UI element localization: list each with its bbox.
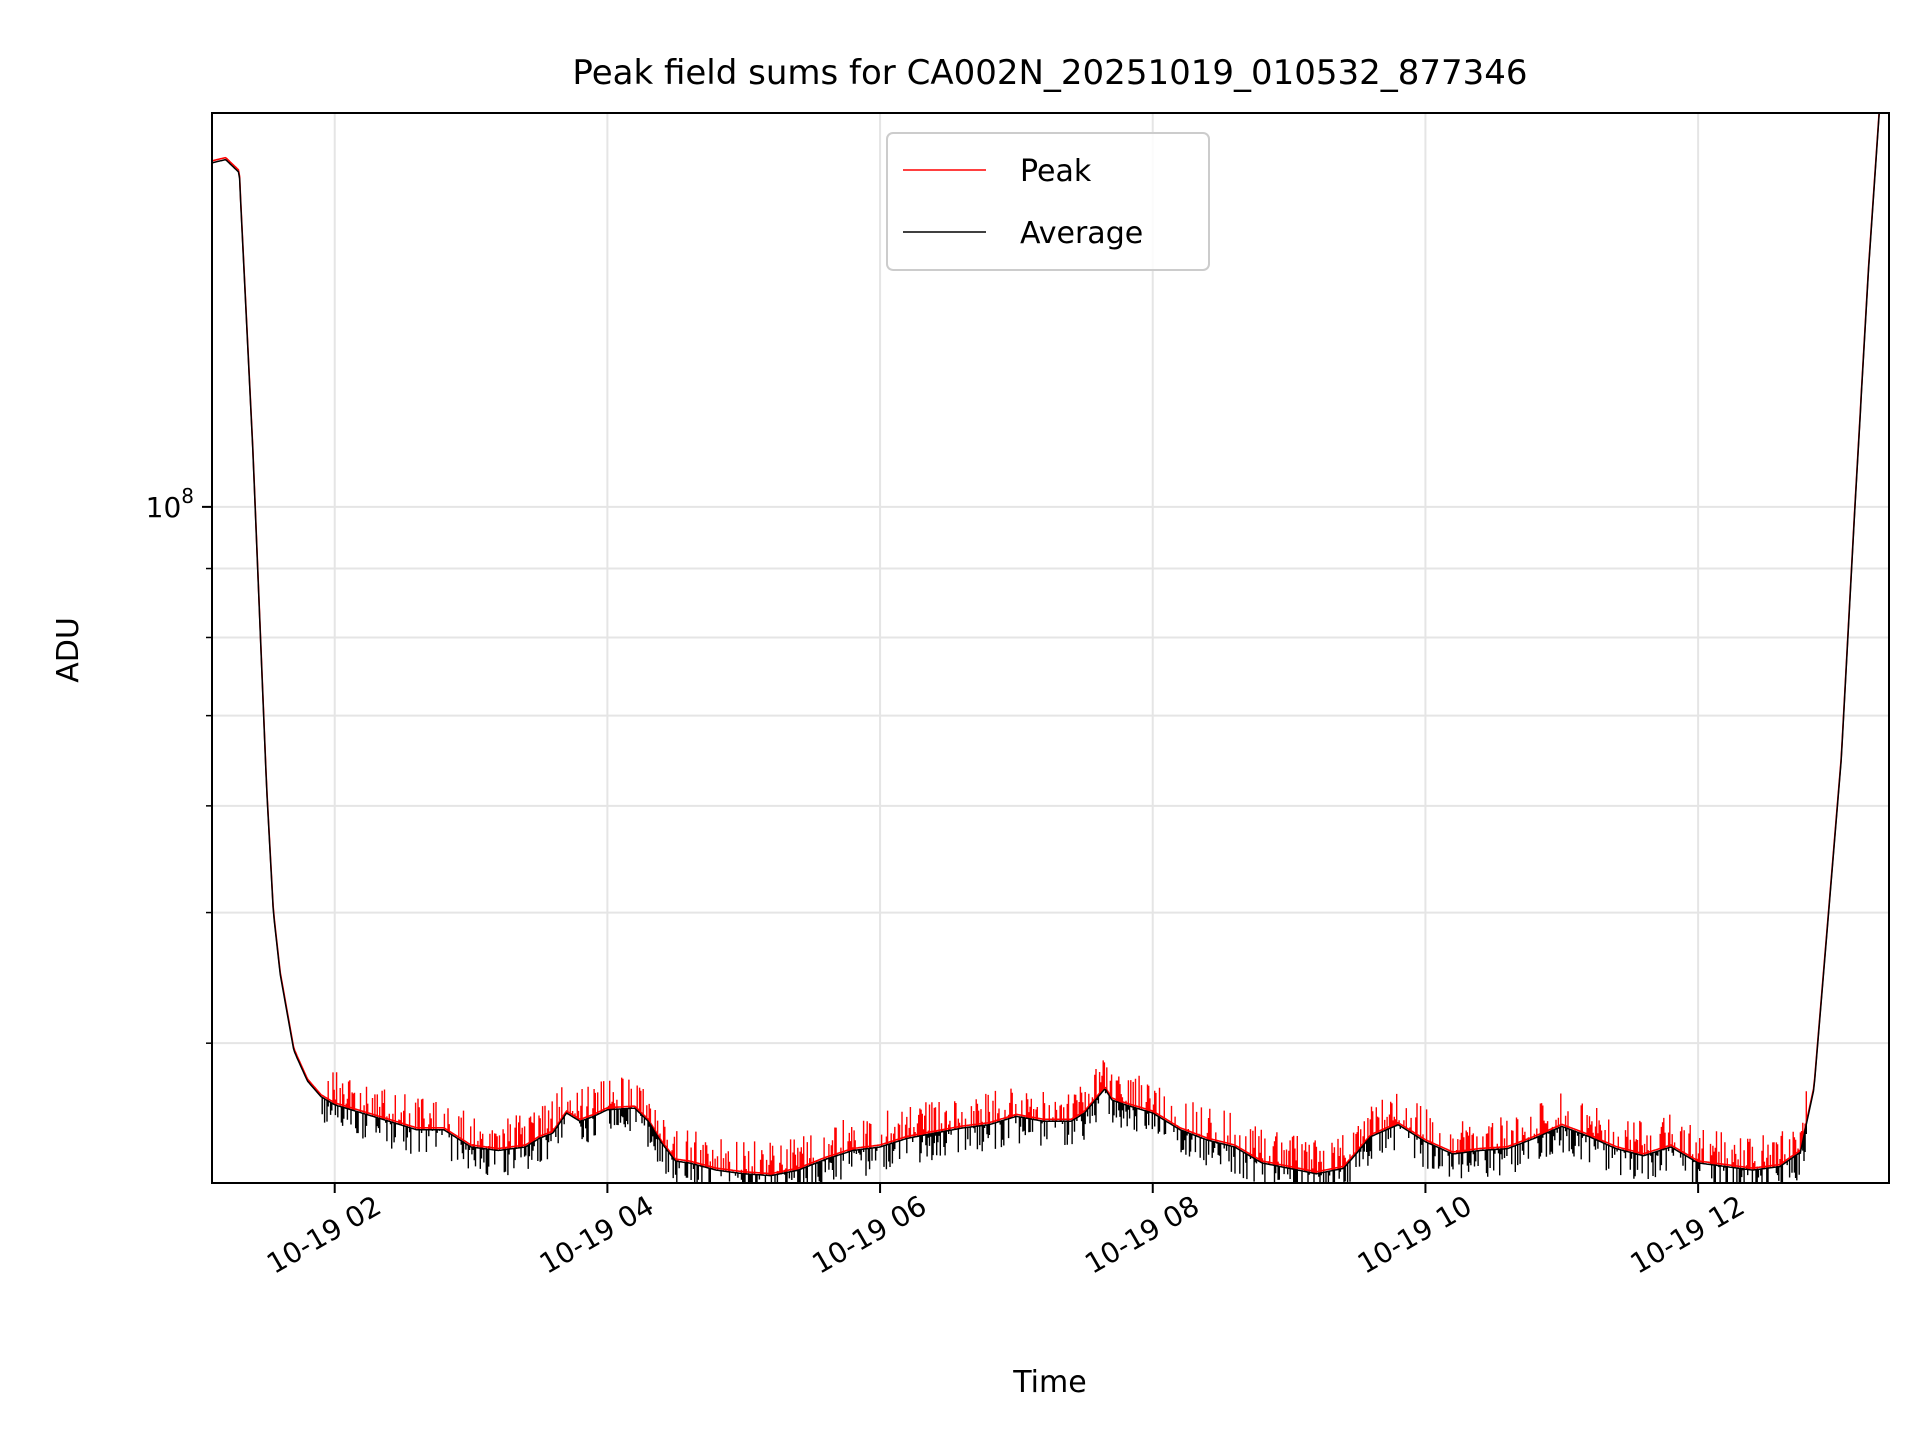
series-spikes-peak [327, 1060, 1807, 1176]
y-tick-label: 108 [146, 484, 194, 524]
plot-frame [211, 112, 1890, 1184]
plot-area [212, 113, 1889, 1183]
grid-lines [212, 113, 1889, 1183]
x-axis-label: Time [1012, 1365, 1086, 1400]
legend-box [886, 132, 1210, 271]
y-axis-label: ADU [51, 617, 86, 683]
legend: Peak Average [886, 132, 1210, 271]
legend-label-peak: Peak [1020, 154, 1092, 189]
series-line-peak [212, 113, 1880, 1175]
chart-title: Peak field sums for CA002N_20251019_0105… [572, 53, 1527, 93]
legend-label-average: Average [1020, 216, 1143, 251]
series-line-average [212, 113, 1880, 1177]
